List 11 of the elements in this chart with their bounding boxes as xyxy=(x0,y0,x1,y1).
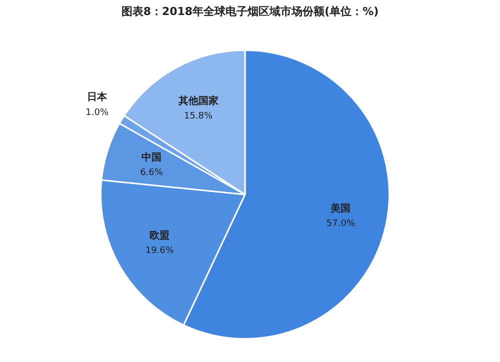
slice-label: 日本 xyxy=(87,91,108,104)
data-label: 57.0% xyxy=(326,219,356,230)
slice-label: 中国 xyxy=(142,151,162,164)
data-label: 1.0% xyxy=(86,108,109,118)
data-label: 15.8% xyxy=(184,112,214,122)
data-label: 19.6% xyxy=(145,246,174,256)
data-label: 6.6% xyxy=(140,168,164,178)
chart-title: 图表8：2018年全球电子烟区域市场份额(单位：%) xyxy=(120,4,380,19)
slice-label: 欧盟 xyxy=(150,229,170,242)
slice-label: 其他国家 xyxy=(177,94,218,107)
slice-label: 美国 xyxy=(330,202,351,214)
